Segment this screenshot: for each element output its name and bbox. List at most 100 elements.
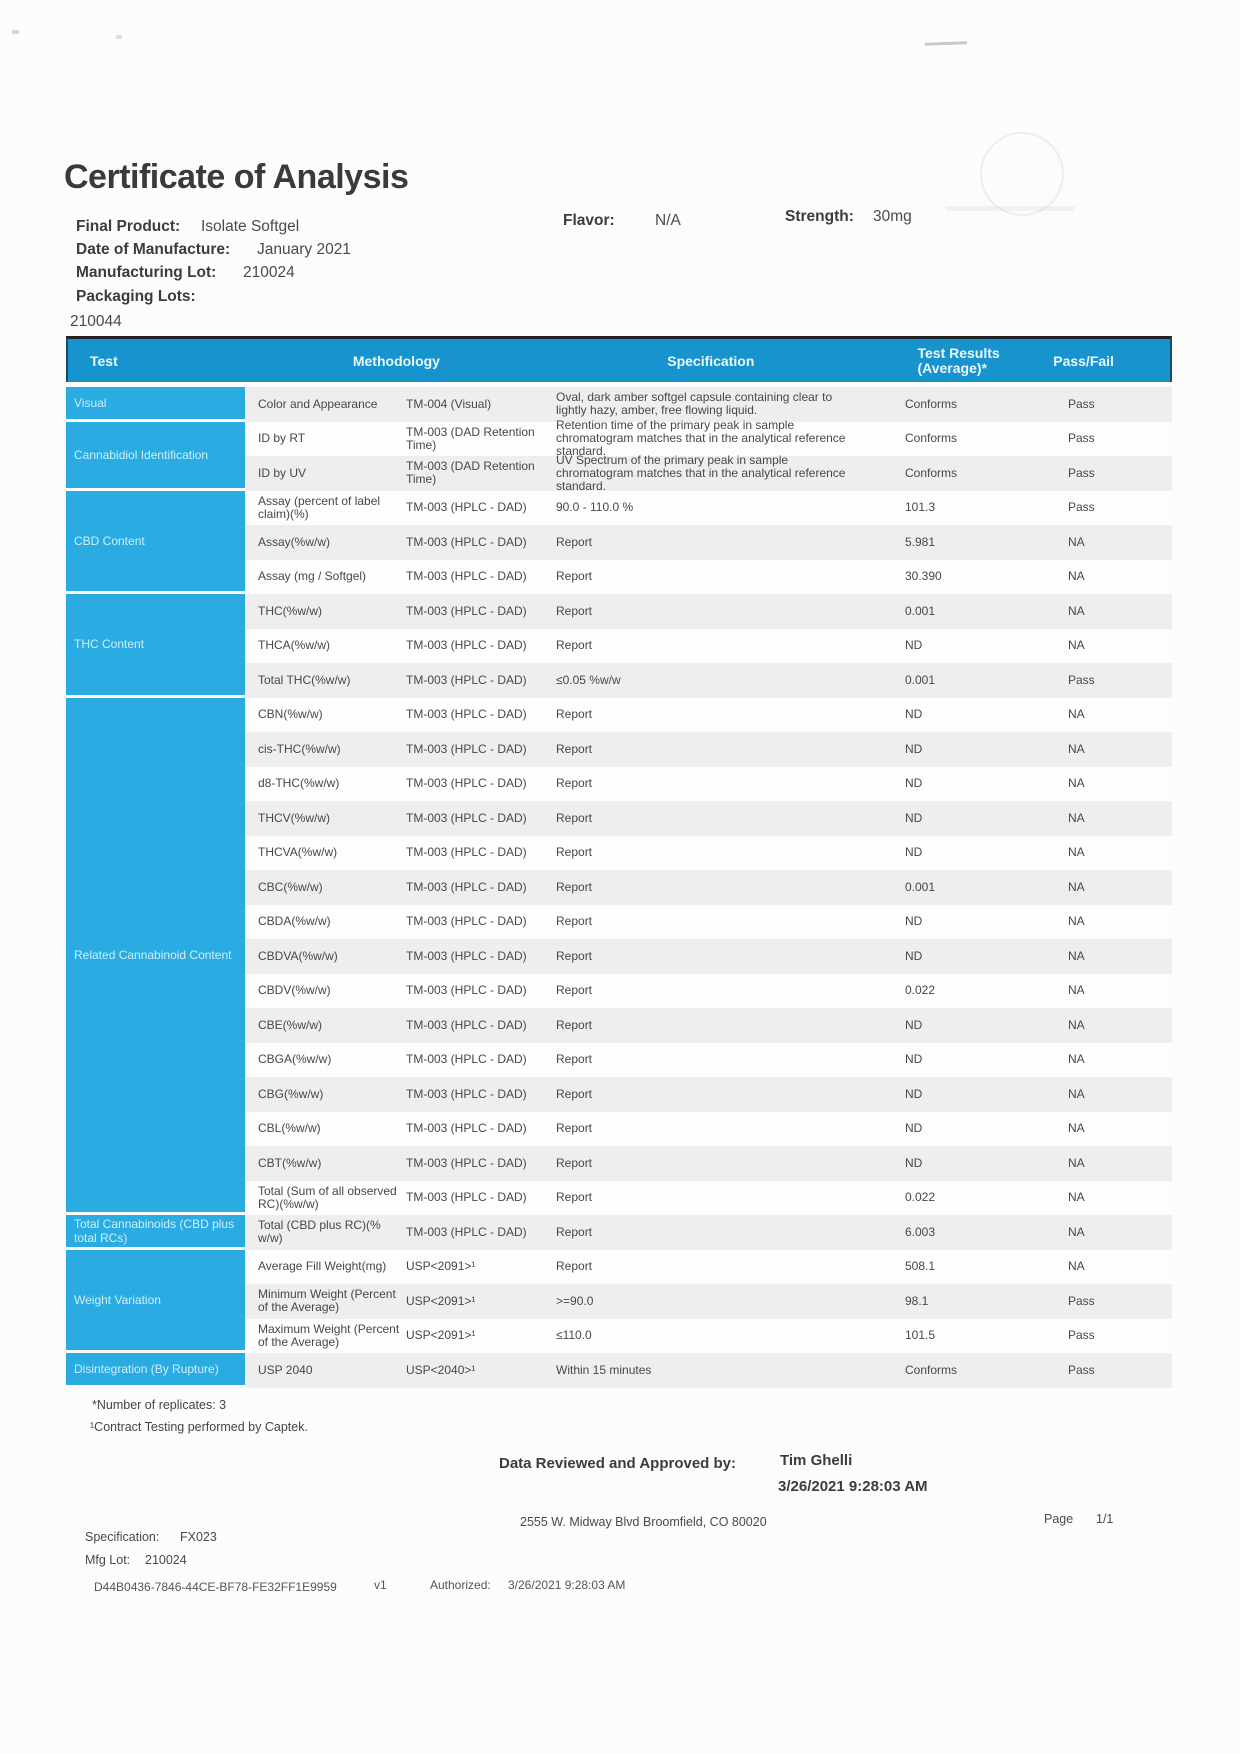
mfg-lot-value: 210024 <box>145 1553 187 1567</box>
table-row: d8-THC(%w/w) TM-003 (HPLC - DAD) Report ND N… <box>245 766 1172 801</box>
cell-pass-fail: NA <box>1068 914 1085 929</box>
final-product-label: Final Product: <box>76 218 181 235</box>
cell-methodology: TM-003 (HPLC - DAD) <box>406 672 527 687</box>
cell-methodology: TM-003 (HPLC - DAD) <box>406 845 527 860</box>
cell-methodology: TM-003 (HPLC - DAD) <box>406 569 527 584</box>
approver-name: Tim Ghelli <box>780 1452 853 1469</box>
cell-pass-fail: NA <box>1068 707 1085 722</box>
cell-test-result: ND <box>905 1155 923 1170</box>
authorized-label: Authorized: <box>430 1578 491 1592</box>
footnote-replicates: *Number of replicates: 3 <box>92 1398 227 1412</box>
specification-label: Specification: <box>85 1530 160 1544</box>
cell-pass-fail: NA <box>1068 1017 1085 1032</box>
cell-test-name: CBC(%w/w) <box>258 879 323 894</box>
table-row: CBDVA(%w/w) TM-003 (HPLC - DAD) Report ND NA <box>245 939 1172 974</box>
cell-specification: UV Spectrum of the primary peak in sampl… <box>556 452 846 493</box>
table-row: ID by RT TM-003 (DAD Retention Time) Reten… <box>245 418 1172 459</box>
table-row: Assay(%w/w) TM-003 (HPLC - DAD) Report 5.98… <box>245 525 1172 560</box>
header-specification: Specification <box>667 352 755 369</box>
cell-pass-fail: NA <box>1068 776 1085 791</box>
cell-test-result: 0.001 <box>905 603 936 618</box>
table-row: Total (CBD plus RC)(% w/w) TM-003 (HPLC -… <box>245 1215 1172 1250</box>
cell-test-name: Assay (percent of label claim)(%) <box>258 493 381 521</box>
cell-methodology: USP<2091>¹ <box>406 1259 476 1274</box>
cell-test-result: 0.022 <box>905 1190 936 1205</box>
cell-methodology: TM-003 (HPLC - DAD) <box>406 1224 527 1239</box>
cell-methodology: TM-003 (HPLC - DAD) <box>406 1155 527 1170</box>
cell-test-result: 30.390 <box>905 569 942 584</box>
cell-specification: Report <box>556 1017 593 1032</box>
cell-pass-fail: NA <box>1068 1086 1085 1101</box>
cell-methodology: TM-003 (HPLC - DAD) <box>406 1086 527 1101</box>
cell-pass-fail: NA <box>1068 845 1085 860</box>
section-label: Related Cannabinoid Content <box>66 697 245 1215</box>
cell-methodology: TM-003 (HPLC - DAD) <box>406 500 527 515</box>
cell-test-result: 0.001 <box>905 879 936 894</box>
cell-test-name: CBDVA(%w/w) <box>258 948 338 963</box>
cell-test-result: ND <box>905 810 923 825</box>
header-test-results: Test Results (Average)* <box>917 344 1000 376</box>
cell-specification: Report <box>556 1224 593 1239</box>
approval-datetime: 3/26/2021 9:28:03 AM <box>778 1478 928 1495</box>
cell-pass-fail: NA <box>1068 810 1085 825</box>
table-row: CBL(%w/w) TM-003 (HPLC - DAD) Report ND NA <box>245 1111 1172 1146</box>
cell-methodology: TM-003 (HPLC - DAD) <box>406 1190 527 1205</box>
company-address: 2555 W. Midway Blvd Broomfield, CO 80020 <box>520 1515 767 1529</box>
table-section: CBD Content Assay (percent of label claim… <box>66 490 1172 594</box>
cell-pass-fail: Pass <box>1068 396 1095 411</box>
cell-specification: ≤0.05 %w/w <box>556 672 621 687</box>
cell-pass-fail: NA <box>1068 603 1085 618</box>
scan-artifact-dot <box>12 30 19 34</box>
cell-test-name: Total THC(%w/w) <box>258 672 351 687</box>
cell-test-name: CBN(%w/w) <box>258 707 323 722</box>
cell-test-name: THCVA(%w/w) <box>258 845 338 860</box>
table-row: CBN(%w/w) TM-003 (HPLC - DAD) Report ND NA <box>245 697 1172 732</box>
cell-specification: Report <box>556 1052 593 1067</box>
cell-pass-fail: NA <box>1068 1052 1085 1067</box>
cell-test-result: 5.981 <box>905 534 936 549</box>
cell-methodology: TM-003 (HPLC - DAD) <box>406 534 527 549</box>
cell-pass-fail: NA <box>1068 569 1085 584</box>
cell-specification: Retention time of the primary peak in sa… <box>556 418 846 459</box>
cell-specification: Report <box>556 776 593 791</box>
table-row: CBGA(%w/w) TM-003 (HPLC - DAD) Report ND NA <box>245 1042 1172 1077</box>
cell-test-name: CBG(%w/w) <box>258 1086 324 1101</box>
table-section: Disintegration (By Rupture) USP 2040 USP<2… <box>66 1353 1172 1388</box>
section-rows: THC(%w/w) TM-003 (HPLC - DAD) Report 0.001 N… <box>245 594 1172 698</box>
table-row: Total (Sum of all observed RC)(%w/w) TM-0… <box>245 1180 1172 1215</box>
cell-methodology: USP<2091>¹ <box>406 1328 476 1343</box>
cell-test-name: Assay (mg / Softgel) <box>258 569 367 584</box>
header-pass-fail: Pass/Fail <box>1053 352 1114 369</box>
cell-test-result: 101.5 <box>905 1328 936 1343</box>
cell-pass-fail: NA <box>1068 1121 1085 1136</box>
cell-test-name: Minimum Weight (Percent of the Average) <box>258 1287 396 1315</box>
cell-methodology: TM-003 (HPLC - DAD) <box>406 638 527 653</box>
table-section: Total Cannabinoids (CBD plus total RCs) T… <box>66 1215 1172 1250</box>
document-version: v1 <box>374 1578 387 1592</box>
cell-pass-fail: NA <box>1068 879 1085 894</box>
cell-methodology: TM-003 (HPLC - DAD) <box>406 810 527 825</box>
cell-methodology: TM-003 (HPLC - DAD) <box>406 1017 527 1032</box>
table-row: THCVA(%w/w) TM-003 (HPLC - DAD) Report ND NA <box>245 835 1172 870</box>
table-row: cis-THC(%w/w) TM-003 (HPLC - DAD) Report ND… <box>245 732 1172 767</box>
cell-pass-fail: Pass <box>1068 1362 1095 1377</box>
cell-specification: Report <box>556 603 593 618</box>
cell-test-name: CBT(%w/w) <box>258 1155 322 1170</box>
cell-specification: Report <box>556 983 593 998</box>
cell-specification: Report <box>556 638 593 653</box>
cell-test-result: 0.001 <box>905 672 936 687</box>
results-table: Test Methodology Specification Test Resu… <box>66 336 1172 1388</box>
cell-methodology: TM-003 (HPLC - DAD) <box>406 1052 527 1067</box>
cell-test-result: ND <box>905 741 923 756</box>
cell-test-name: ID by UV <box>258 465 307 480</box>
cell-test-name: CBL(%w/w) <box>258 1121 321 1136</box>
cell-test-result: 6.003 <box>905 1224 936 1239</box>
table-row: Assay (mg / Softgel) TM-003 (HPLC - DAD) R… <box>245 559 1172 594</box>
page-label: Page <box>1044 1512 1074 1526</box>
cell-test-name: Color and Appearance <box>258 396 378 411</box>
cell-specification: Within 15 minutes <box>556 1362 652 1377</box>
cell-test-name: Total (Sum of all observed RC)(%w/w) <box>258 1183 397 1211</box>
cell-specification: Report <box>556 845 593 860</box>
approval-label: Data Reviewed and Approved by: <box>499 1455 736 1472</box>
cell-test-result: ND <box>905 707 923 722</box>
